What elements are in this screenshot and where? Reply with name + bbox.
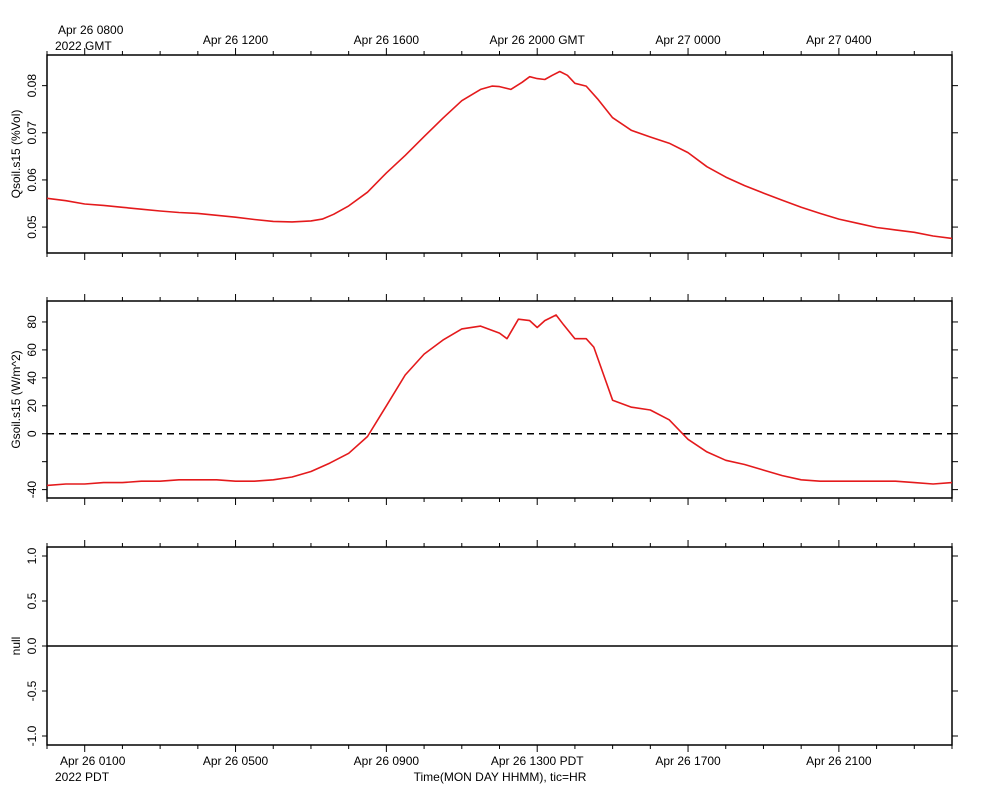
y-tick-label: 60	[25, 343, 39, 357]
y-tick-label: 0.05	[25, 215, 39, 239]
top-axis-tick-label: Apr 27 0400	[806, 33, 872, 47]
plot-frame	[46, 54, 953, 254]
bottom-axis-tick-label: Apr 26 1300 PDT	[491, 754, 584, 768]
series-line	[46, 70, 953, 240]
top-time-axis: Apr 26 0800 2022 GMT Apr 26 1200 Apr 26 1…	[55, 23, 872, 53]
top-axis-tick-label: Apr 26 1200	[203, 33, 269, 47]
y-tick-label: 0.08	[25, 74, 39, 98]
y-tick-label: 0.0	[25, 637, 39, 654]
bottom-axis-zone-label: 2022 PDT	[55, 770, 110, 784]
panel-gsoil: -40 0 20 40 60 80 Gsoil.s15 (W/m^2)	[9, 294, 958, 505]
y-tick-label: 40	[25, 371, 39, 385]
panel-null: -1.0 -0.5 0.0 0.5 1.0 null	[9, 540, 958, 752]
plot-frame	[46, 300, 953, 499]
y-tick-label: 20	[25, 399, 39, 413]
y-axis-label: Gsoil.s15 (W/m^2)	[9, 350, 23, 448]
top-axis-zone-label: 2022 GMT	[55, 39, 112, 53]
bottom-axis-caption: Time(MON DAY HHMM), tic=HR	[414, 770, 587, 784]
bottom-time-axis: 2022 PDT Time(MON DAY HHMM), tic=HR Apr …	[55, 754, 872, 784]
bottom-axis-tick-label: Apr 26 0900	[354, 754, 420, 768]
bottom-axis-tick-label: Apr 26 0100	[60, 754, 126, 768]
y-tick-label: -0.5	[25, 680, 39, 701]
bottom-axis-tick-label: Apr 26 0500	[203, 754, 269, 768]
top-axis-start-label: Apr 26 0800	[58, 23, 124, 37]
top-axis-tick-label: Apr 26 1600	[354, 33, 420, 47]
bottom-axis-tick-label: Apr 26 2100	[806, 754, 872, 768]
y-tick-label: 0.06	[25, 168, 39, 192]
y-tick-label: -1.0	[25, 725, 39, 746]
y-axis-label: Qsoil.s15 (%Vol)	[9, 110, 23, 199]
y-tick-label: 80	[25, 315, 39, 329]
y-tick-label: 0.07	[25, 121, 39, 145]
bottom-axis-tick-label: Apr 26 1700	[655, 754, 721, 768]
y-tick-label: 0.5	[25, 592, 39, 609]
y-axis-label: null	[9, 637, 23, 656]
y-tick-label: 0	[25, 430, 39, 437]
series-line	[46, 314, 953, 487]
top-axis-tick-label: Apr 26 2000 GMT	[490, 33, 586, 47]
y-tick-label: -40	[25, 481, 39, 499]
top-axis-tick-label: Apr 27 0000	[655, 33, 721, 47]
y-tick-label: 1.0	[25, 547, 39, 564]
